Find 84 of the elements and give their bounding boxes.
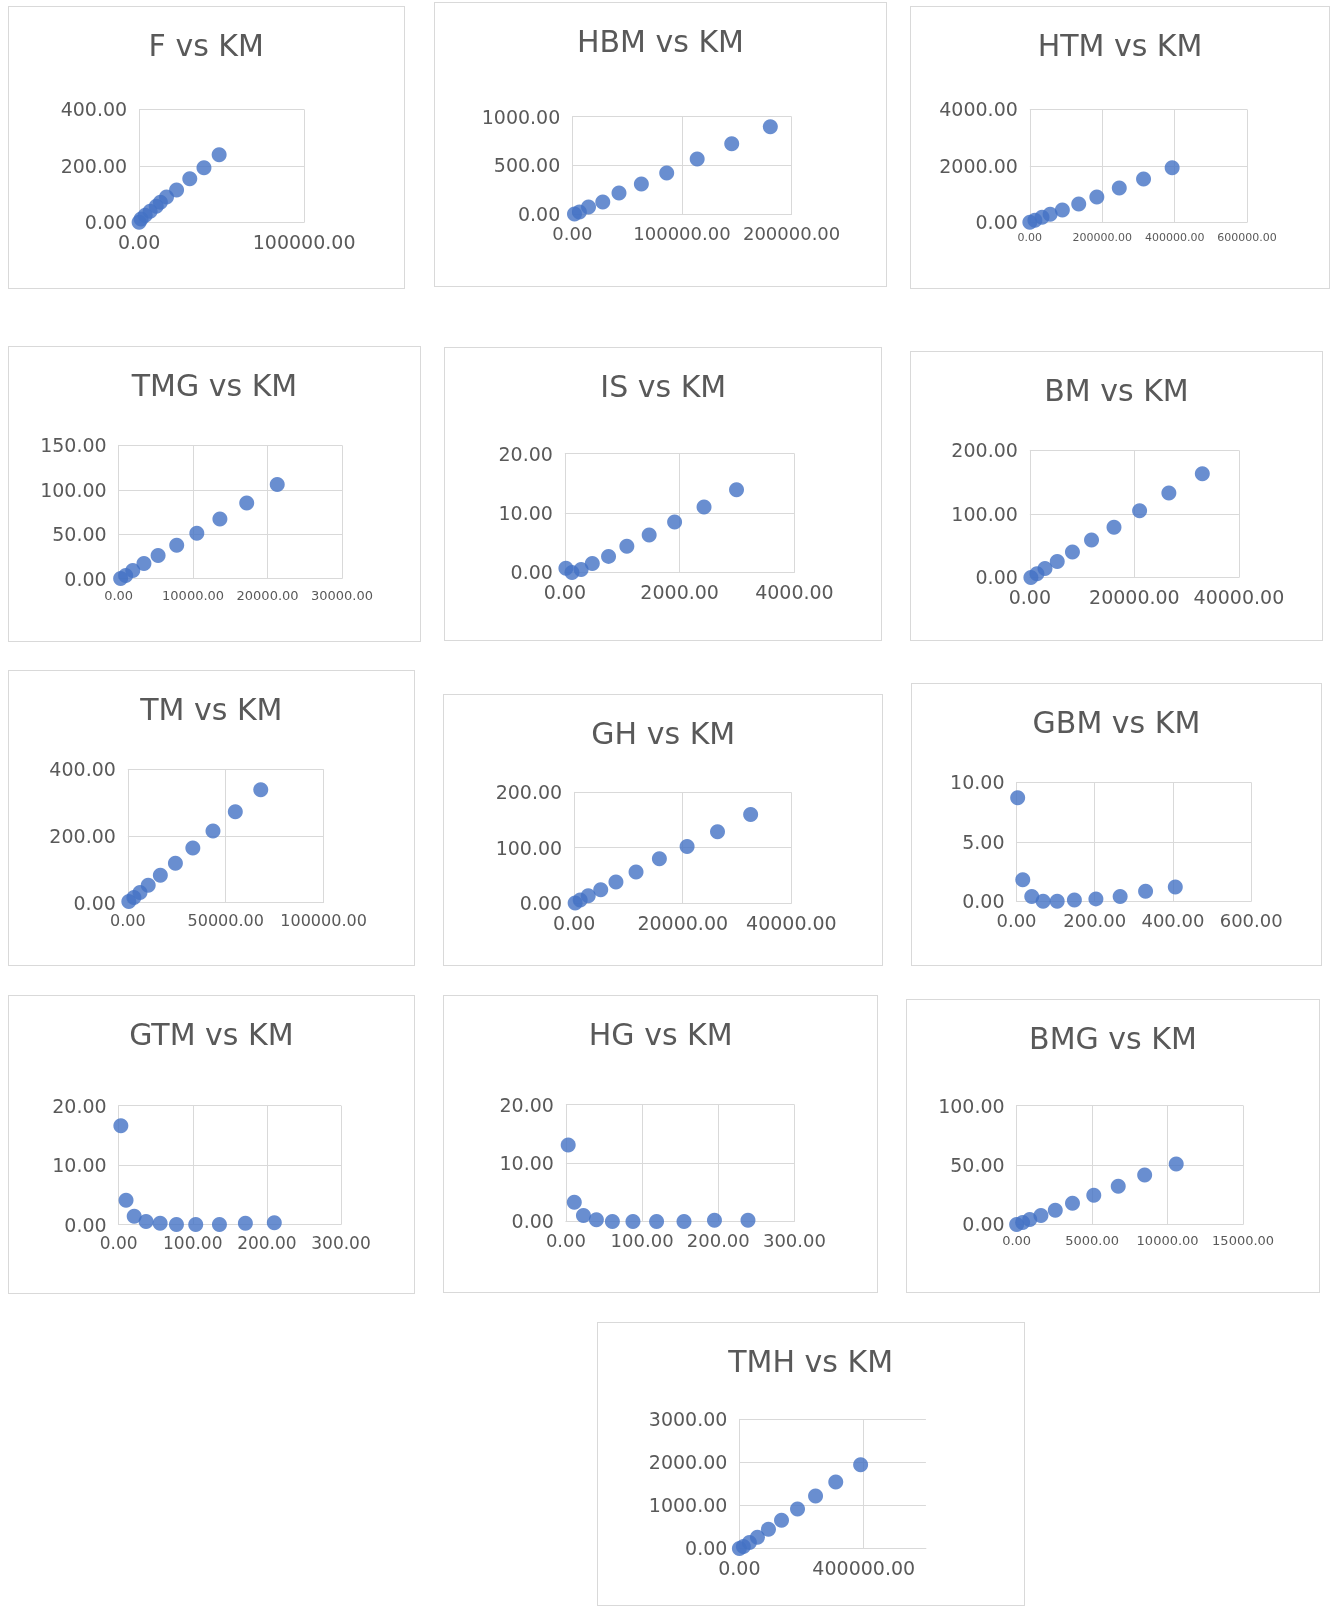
x-tick-label: 200000.00 [1072, 231, 1132, 245]
x-tick-label: 200.00 [1063, 910, 1127, 932]
x-tick-label: 20000.00 [637, 911, 728, 934]
y-tick-label: 10.00 [52, 1153, 107, 1176]
x-tick-label: 30000.00 [311, 587, 374, 603]
y-tick-label: 200.00 [60, 154, 128, 177]
x-tick-label: 300.00 [762, 1229, 826, 1251]
y-tick-label: 100.00 [951, 503, 1018, 526]
y-tick-label: 100.00 [495, 836, 562, 859]
y-tick-label: 0.00 [685, 1537, 728, 1560]
x-tick-label: 100000.00 [280, 911, 368, 931]
x-tick-label: 400.00 [1141, 910, 1205, 932]
x-tick-label: 100.00 [610, 1229, 674, 1251]
y-tick-label: 4000.00 [939, 98, 1018, 121]
y-tick-label: 0.00 [962, 890, 1005, 913]
y-tick-label: 100.00 [40, 479, 107, 502]
y-tick-label: 20.00 [52, 1094, 107, 1117]
x-tick-label: 100000.00 [252, 230, 356, 253]
y-tick-label: 1000.00 [649, 1494, 728, 1517]
x-tick-label: 15000.00 [1211, 1233, 1274, 1249]
x-tick-label: 4000.00 [754, 581, 834, 604]
chart-title: GH vs KM [590, 715, 735, 751]
x-tick-label: 0.00 [1017, 231, 1042, 245]
x-tick-label: 200.00 [686, 1229, 750, 1251]
y-tick-label: 500.00 [494, 154, 561, 177]
y-tick-label: 150.00 [40, 434, 107, 457]
x-tick-label: 0.00 [110, 911, 146, 931]
y-tick-label: 10.00 [499, 1151, 554, 1174]
chart-title: GTM vs KM [129, 1016, 294, 1052]
x-tick-label: 600000.00 [1217, 231, 1277, 245]
x-tick-label: 0.00 [1001, 1233, 1031, 1249]
chart-title: TMH vs KM [727, 1343, 894, 1379]
chart-title: HTM vs KM [1037, 27, 1203, 63]
chart-title: IS vs KM [599, 368, 726, 404]
y-tick-label: 200.00 [951, 439, 1018, 462]
chart-title: TMG vs KM [130, 367, 298, 403]
chart-title: GBM vs KM [1032, 704, 1201, 740]
x-tick-label: 5000.00 [1064, 1233, 1119, 1249]
x-tick-label: 20000.00 [236, 587, 299, 603]
y-tick-label: 2000.00 [649, 1451, 728, 1474]
y-tick-label: 0.00 [975, 566, 1018, 589]
chart-title: HG vs KM [588, 1016, 733, 1052]
y-tick-label: 20.00 [499, 1093, 554, 1116]
y-tick-label: 10.00 [498, 502, 553, 525]
y-tick-label: 100.00 [937, 1094, 1005, 1117]
y-tick-label: 0.00 [73, 891, 117, 914]
x-tick-label: 10000.00 [162, 587, 225, 603]
y-tick-label: 200.00 [49, 825, 117, 848]
y-tick-label: 1000.00 [482, 105, 561, 128]
x-tick-label: 10000.00 [1136, 1233, 1199, 1249]
x-tick-label: 0.00 [552, 911, 595, 934]
x-tick-label: 20000.00 [1088, 586, 1180, 609]
x-tick-label: 600.00 [1219, 910, 1283, 932]
x-tick-label: 400000.00 [1144, 231, 1205, 245]
chart-title: TM vs KM [139, 691, 283, 727]
x-tick-label: 100.00 [163, 1232, 223, 1253]
y-tick-label: 5.00 [962, 831, 1005, 854]
x-tick-label: 40000.00 [745, 911, 837, 934]
y-tick-label: 400.00 [60, 98, 128, 121]
y-tick-label: 2000.00 [939, 154, 1018, 177]
y-tick-label: 50.00 [52, 523, 107, 546]
x-tick-label: 200000.00 [743, 222, 841, 244]
chart-title: HBM vs KM [577, 23, 745, 59]
x-tick-label: 0.00 [118, 230, 161, 253]
x-tick-label: 300.00 [311, 1232, 371, 1253]
chart-title: BM vs KM [1044, 372, 1189, 408]
x-tick-label: 40000.00 [1193, 586, 1285, 609]
y-tick-label: 400.00 [49, 758, 117, 781]
x-tick-label: 100000.00 [633, 222, 732, 244]
x-tick-label: 0.00 [996, 910, 1037, 932]
x-tick-label: 200.00 [237, 1232, 297, 1253]
x-tick-label: 400000.00 [812, 1556, 916, 1579]
x-tick-label: 0.00 [1008, 586, 1051, 609]
x-tick-label: 0.00 [543, 581, 586, 604]
y-tick-label: 0.00 [510, 561, 553, 584]
y-tick-label: 0.00 [519, 891, 562, 914]
y-tick-label: 20.00 [498, 442, 553, 465]
x-tick-label: 50000.00 [187, 911, 265, 931]
y-tick-label: 50.00 [949, 1153, 1005, 1176]
chart-title: F vs KM [148, 27, 265, 63]
chart-title: BMG vs KM [1028, 1020, 1197, 1056]
y-tick-label: 200.00 [495, 780, 562, 803]
y-tick-label: 10.00 [949, 771, 1005, 794]
y-tick-label: 3000.00 [649, 1407, 728, 1430]
